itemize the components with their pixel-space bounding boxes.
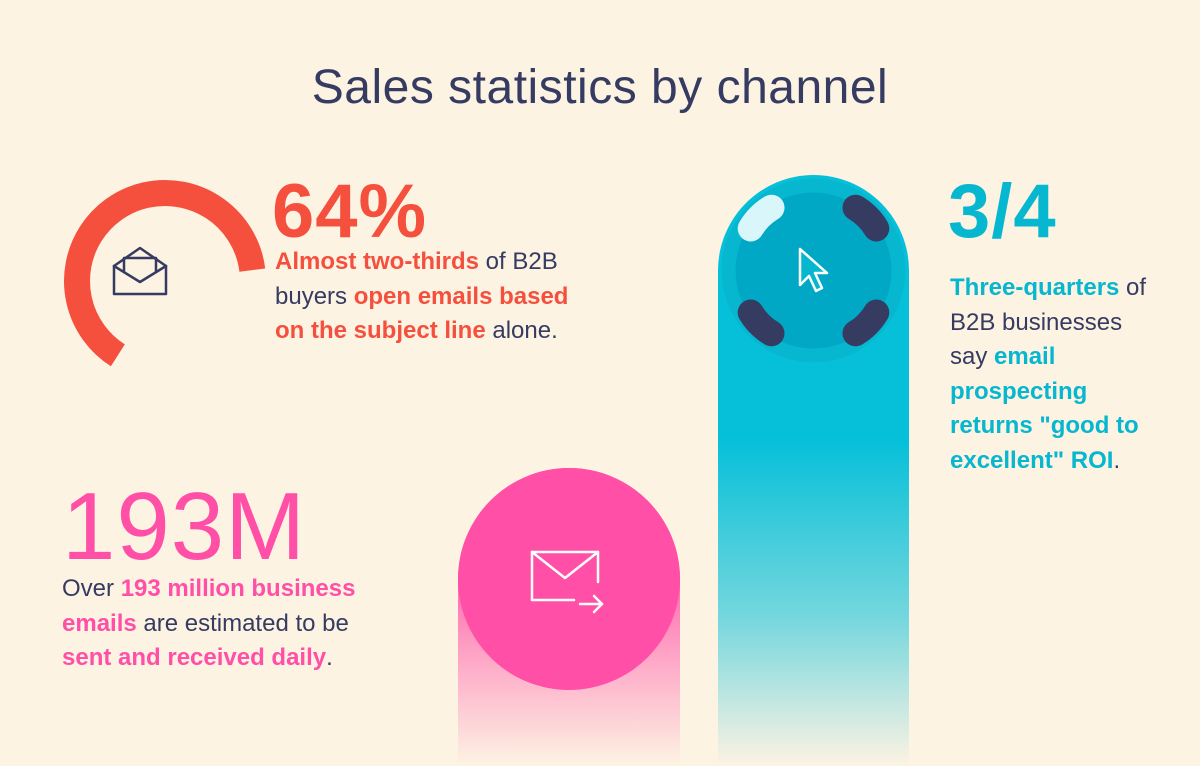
stat-open-rate-description: Almost two-thirds of B2B buyers open ema…: [275, 245, 595, 349]
ring-segment-light: [737, 194, 785, 242]
text: Over: [62, 575, 121, 602]
highlight: Three-quarters: [950, 274, 1120, 301]
highlight: Almost two-thirds: [275, 248, 479, 275]
stat-roi-value: 3/4: [948, 169, 1057, 254]
ring-segment: [842, 299, 890, 347]
text: alone.: [485, 317, 558, 344]
pink-circle: [458, 468, 680, 690]
open-envelope-icon: [112, 246, 168, 296]
stat-roi-description: Three-quarters of B2B businesses say ema…: [950, 271, 1160, 478]
ring-segment: [842, 194, 890, 242]
highlight: open emails based on the subject line: [275, 282, 569, 345]
stat-volume-value: 193M: [62, 473, 307, 580]
segmented-ring: [721, 178, 906, 363]
text: .: [1113, 446, 1121, 474]
stat-open-rate-value: 64%: [272, 169, 428, 254]
text: are estimated to be: [136, 609, 349, 637]
text: .: [326, 644, 333, 671]
highlight: 193 million business emails: [62, 575, 356, 637]
stat-volume-description: Over 193 million business emails are est…: [62, 572, 402, 676]
text: of B2B buyers: [275, 248, 558, 310]
page-title: Sales statistics by channel: [311, 61, 889, 114]
progress-ring: [64, 180, 266, 382]
send-mail-icon: [530, 550, 604, 614]
cursor-icon: [798, 247, 829, 293]
ring-segment: [737, 299, 785, 347]
text: of B2B businesses say: [950, 274, 1147, 370]
highlight: email prospecting returns "good to excel…: [950, 343, 1139, 474]
highlight: sent and received daily: [62, 644, 327, 671]
